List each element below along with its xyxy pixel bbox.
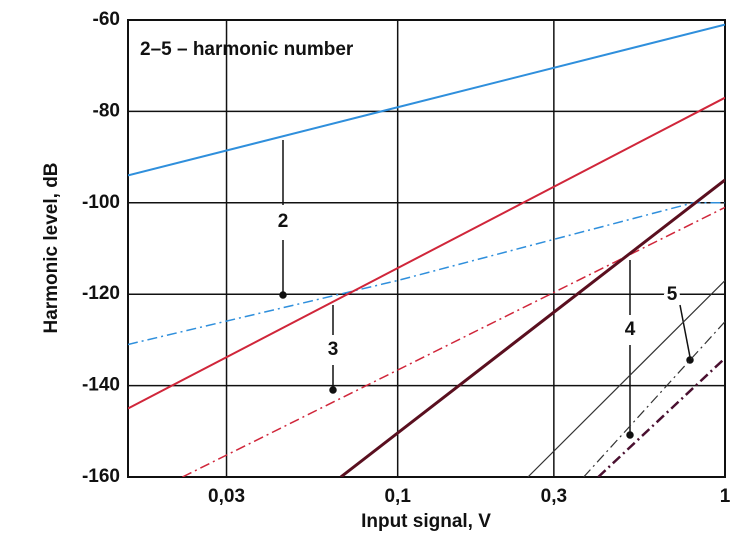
y-tick-label: -60 [93, 9, 120, 30]
series-line [583, 321, 725, 477]
y-tick-label: -120 [82, 283, 120, 304]
series-line [339, 178, 725, 477]
series-line [128, 96, 725, 410]
y-tick-label: -100 [82, 192, 120, 213]
annotation: 2–5 – harmonic number [140, 39, 354, 60]
harmonic-label: 4 [625, 319, 636, 340]
x-tick-label: 0,03 [208, 486, 245, 507]
harmonic-label: 2 [278, 211, 289, 232]
x-tick-label: 0,1 [384, 486, 411, 507]
series-line [182, 206, 725, 477]
y-tick-label: -160 [82, 466, 120, 487]
series-line [597, 357, 725, 477]
series-line [527, 280, 725, 477]
x-tick-label: 0,3 [541, 486, 567, 507]
harmonic-label: 3 [328, 339, 339, 360]
harmonic-label: 5 [667, 284, 678, 305]
y-tick-label: -140 [82, 375, 120, 396]
y-tick-label: -80 [93, 100, 120, 121]
x-tick-label: 1 [720, 486, 731, 507]
y-axis-title: Harmonic level, dB [41, 162, 62, 333]
series-line [128, 23, 725, 177]
x-axis-title: Input signal, V [361, 511, 491, 532]
arrows [279, 140, 694, 439]
series-line [128, 202, 725, 346]
